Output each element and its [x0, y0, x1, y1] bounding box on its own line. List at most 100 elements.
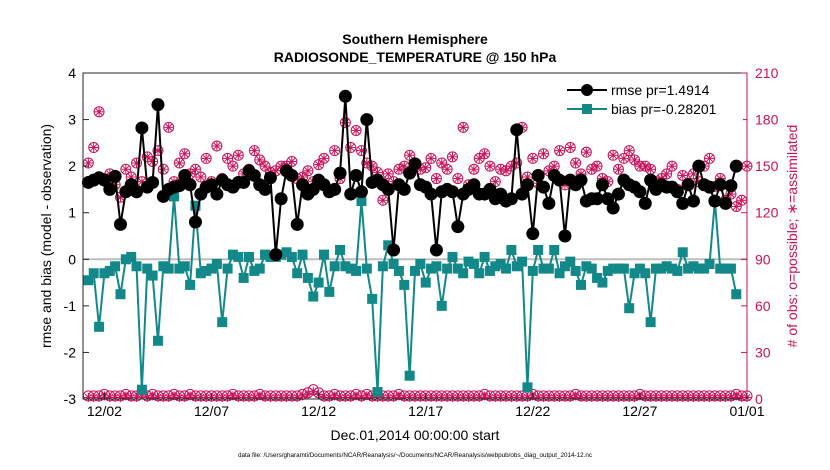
obs-asterisk-stroke — [90, 143, 98, 152]
bias-point — [431, 261, 442, 272]
obs-asterisk-stroke — [261, 162, 269, 170]
bias-point — [388, 258, 399, 269]
obs-count-marker — [345, 142, 357, 154]
obs-count-point — [227, 160, 239, 172]
obs-count-point — [222, 152, 234, 164]
obs-count-point — [382, 168, 394, 180]
obs-asterisk-stroke — [234, 151, 242, 159]
obs-count-marker — [286, 155, 298, 167]
obs-asterisk-stroke — [202, 154, 210, 162]
obs-asterisk-stroke — [470, 165, 478, 173]
bias-point — [179, 261, 190, 272]
obs-asterisk-stroke — [727, 393, 735, 401]
obs-count-marker — [157, 163, 169, 175]
obs-asterisk-stroke — [282, 393, 291, 401]
rmse-point — [451, 220, 465, 234]
obs-count-point — [211, 140, 223, 152]
obs-count-point — [163, 121, 175, 133]
obs-count-point — [446, 151, 458, 163]
bias-point — [656, 263, 667, 274]
rmse-point — [328, 182, 342, 196]
bias-point — [420, 277, 431, 288]
obs-asterisk-stroke — [582, 148, 590, 156]
obs-asterisk-stroke — [684, 393, 692, 401]
obs-asterisk-stroke — [406, 393, 414, 401]
obs-asterisk-stroke — [416, 165, 424, 173]
rmse-point — [606, 201, 620, 215]
bias-point — [463, 256, 474, 267]
bias-point — [624, 303, 635, 314]
obs-asterisk-stroke — [122, 165, 130, 173]
bias-point — [683, 263, 694, 274]
obs-asterisk-stroke — [491, 393, 499, 401]
obs-count-point — [147, 155, 159, 167]
obs-count-marker — [538, 148, 550, 160]
bias-point — [629, 268, 640, 279]
obs-count-point — [425, 152, 437, 164]
bias-point — [372, 387, 383, 398]
obs-possible-point — [677, 390, 689, 402]
obs-count-point — [366, 160, 378, 172]
obs-asterisk-stroke — [261, 393, 269, 401]
obs-count-point — [484, 160, 496, 172]
rmse-point — [686, 194, 700, 208]
obs-count-marker — [350, 124, 362, 136]
obs-asterisk-stroke — [481, 150, 489, 158]
obs-count-point — [157, 163, 169, 175]
bias-point — [667, 263, 678, 274]
x-tick-label: 12/27 — [622, 403, 657, 419]
obs-asterisk-stroke — [288, 157, 296, 166]
obs-count-point — [623, 145, 635, 157]
rmse-point — [676, 196, 690, 210]
bias-point — [618, 263, 629, 274]
bias-point — [527, 265, 538, 276]
obs-asterisk-stroke — [363, 159, 371, 167]
obs-asterisk-stroke — [631, 393, 639, 401]
obs-count-point — [350, 124, 362, 136]
obs-count-point — [318, 152, 330, 164]
rmse-point — [542, 196, 556, 210]
obs-asterisk-stroke — [336, 393, 344, 401]
obs-asterisk-stroke — [716, 393, 724, 401]
obs-count-marker — [131, 157, 143, 169]
bias-point — [169, 191, 180, 202]
y-tick-label: 0 — [68, 251, 76, 267]
bias-point — [559, 261, 570, 272]
obs-asterisk-stroke — [593, 393, 601, 401]
obs-asterisk-stroke — [197, 173, 205, 181]
obs-asterisk-stroke — [427, 154, 435, 162]
rmse-point — [558, 229, 572, 243]
bias-point — [436, 300, 447, 311]
obs-asterisk-stroke — [588, 165, 596, 173]
bias-point — [661, 261, 672, 272]
bias-point — [297, 249, 308, 260]
obs-asterisk-stroke — [566, 393, 574, 401]
rmse-point — [113, 217, 127, 231]
obs-asterisk-stroke — [288, 393, 296, 401]
obs-asterisk-stroke — [486, 162, 494, 170]
bias-point — [163, 263, 174, 274]
obs-asterisk-stroke — [523, 393, 531, 401]
chart-subtitle: RADIOSONDE_TEMPERATURE @ 150 hPa — [274, 49, 557, 65]
obs-asterisk-stroke — [641, 162, 649, 170]
obs-asterisk-stroke — [341, 393, 349, 401]
obs-count-point — [232, 149, 244, 161]
bias-point — [458, 268, 469, 279]
bias-point — [576, 279, 586, 290]
obs-asterisk-stroke — [459, 123, 467, 131]
obs-asterisk-stroke — [213, 393, 221, 401]
bias-point — [185, 279, 196, 290]
obs-asterisk-stroke — [459, 393, 467, 401]
bias-point — [254, 263, 265, 274]
obs-asterisk-stroke — [181, 393, 189, 401]
obs-asterisk-stroke — [529, 154, 537, 162]
rmse-point — [397, 182, 411, 196]
y-right-tick-label: 180 — [755, 112, 779, 128]
rmse-point — [344, 187, 358, 201]
obs-count-marker — [93, 106, 105, 118]
bias-point — [244, 251, 254, 262]
bias-point — [211, 258, 222, 269]
obs-count-marker — [302, 165, 314, 177]
obs-count-marker — [704, 152, 716, 164]
bias-point — [222, 263, 233, 274]
